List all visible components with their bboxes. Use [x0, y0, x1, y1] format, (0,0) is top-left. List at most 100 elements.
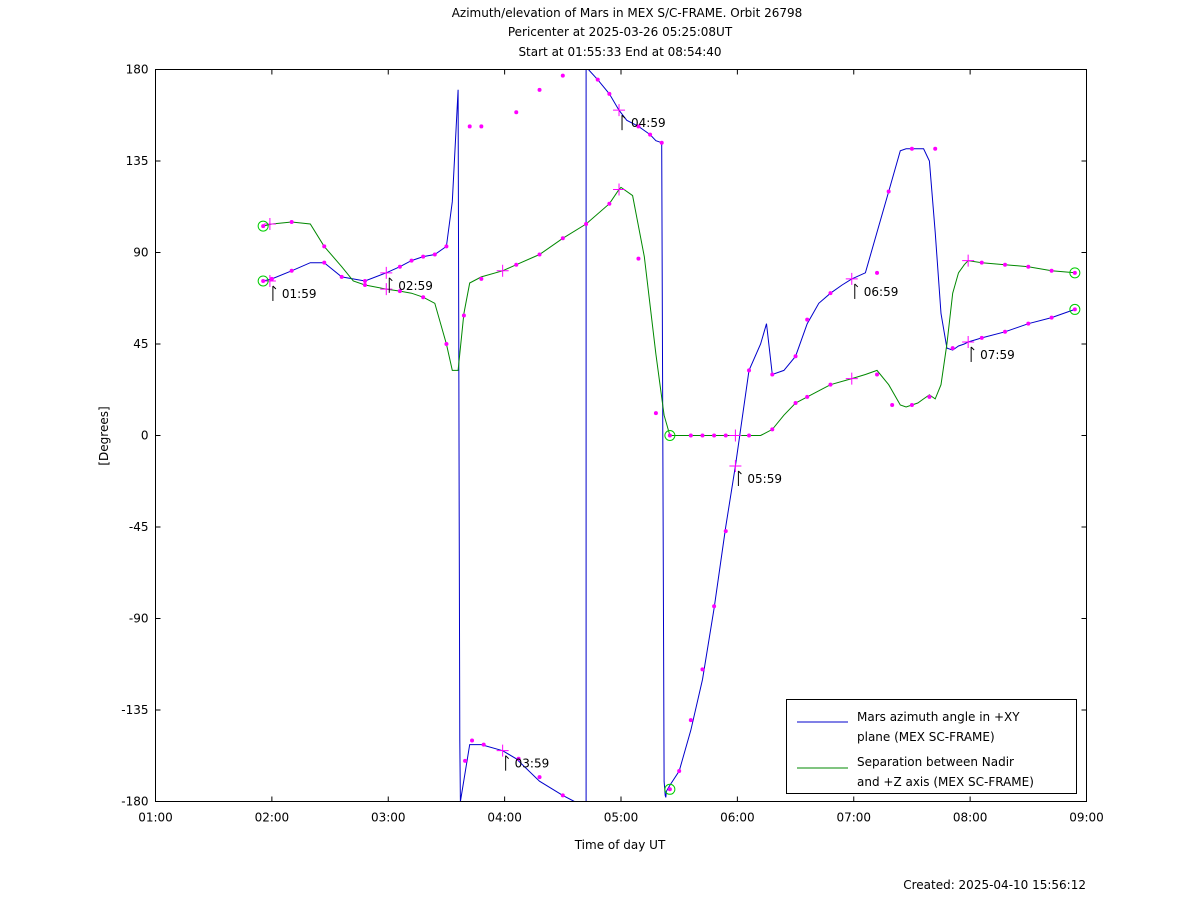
sample-dot — [1049, 315, 1054, 320]
endpoint-dot — [667, 787, 672, 792]
hour-cross-marker — [263, 274, 276, 287]
legend: Mars azimuth angle in +XY plane (MEX SC-… — [786, 699, 1077, 794]
sample-dot — [537, 775, 542, 780]
sample-dot — [432, 252, 437, 257]
annotation-arrowhead — [505, 755, 510, 760]
endpoint-circle-marker — [257, 275, 269, 287]
sample-dot — [648, 132, 653, 137]
endpoint-dot — [1072, 307, 1077, 312]
sample-dot — [560, 793, 565, 798]
y-axis: 180 135 90 45 0 -45 -90 -135 -180 — [121, 63, 1087, 809]
y-tick-label: 135 — [126, 154, 149, 168]
x-axis: 01:00 02:00 03:00 04:00 05:00 06:00 07:00 08:00… — [138, 69, 1104, 825]
series-line-separation — [262, 186, 1075, 436]
plot-frame — [155, 69, 1087, 802]
sample-dot — [770, 372, 775, 377]
sample-dot — [467, 124, 472, 129]
sample-dot — [463, 758, 468, 763]
y-tick-label: 90 — [133, 246, 148, 260]
sample-dot — [479, 276, 484, 281]
sample-dot — [421, 295, 426, 300]
time-annotation: 04:59 — [631, 116, 666, 130]
sample-dot — [1003, 329, 1008, 334]
sample-dot — [322, 260, 327, 265]
sample-dot — [479, 124, 484, 129]
endpoint-dot — [1072, 270, 1077, 275]
sample-dot — [409, 258, 414, 263]
sample-dot — [584, 222, 589, 227]
time-annotation: 01:59 — [282, 287, 317, 301]
sample-dot — [793, 354, 798, 359]
sample-dot — [828, 382, 833, 387]
sample-dot — [688, 433, 693, 438]
hour-cross-marker — [613, 183, 626, 196]
sample-dot — [688, 718, 693, 723]
endpoint-circle-marker — [664, 430, 676, 441]
sample-dot — [747, 368, 752, 373]
sample-dot — [444, 244, 449, 249]
x-tick-label: 07:00 — [836, 811, 871, 825]
legend-label-separation-line-1: Separation between Nadir — [857, 755, 1014, 769]
sample-dot — [607, 91, 612, 96]
y-tick-label: 180 — [126, 63, 149, 77]
sample-dot — [700, 667, 705, 672]
sample-dot — [677, 769, 682, 773]
sample-dot — [421, 254, 426, 259]
endpoint-circle-marker — [1069, 303, 1081, 315]
sample-dot — [653, 411, 658, 416]
legend-label-separation-line-2: and +Z axis (MEX SC-FRAME) — [857, 775, 1034, 789]
x-tick-label: 08:00 — [953, 811, 988, 825]
annotation-arrowhead — [854, 283, 859, 288]
sample-dot — [560, 73, 565, 78]
x-axis-label: Time of day UT — [574, 838, 666, 852]
sample-dot — [1026, 264, 1031, 269]
sample-dot — [828, 291, 833, 296]
endpoint-dot — [261, 278, 266, 283]
sample-dot — [933, 146, 938, 151]
sample-dot — [747, 433, 752, 438]
x-tick-label: 01:00 — [138, 811, 173, 825]
time-annotations: 01:59 02:59 03:59 04:59 05:59 06:59 07:59 — [272, 114, 1015, 771]
endpoint-circle-marker — [257, 220, 269, 232]
sample-dot — [514, 110, 519, 115]
legend-box — [786, 699, 1077, 794]
sample-dot — [537, 252, 542, 257]
hour-cross-marker — [380, 266, 393, 279]
hour-cross-marker — [496, 264, 509, 277]
sample-dot — [712, 433, 717, 438]
x-tick-label: 02:00 — [255, 811, 290, 825]
x-tick-label: 03:00 — [371, 811, 406, 825]
sample-dot — [875, 270, 880, 275]
y-tick-label: -90 — [129, 612, 149, 626]
x-tick-label: 06:00 — [720, 811, 755, 825]
hour-cross-marker — [729, 460, 742, 472]
hour-cross-marker — [380, 283, 393, 296]
hour-cross-marker — [845, 372, 858, 385]
sample-dot — [979, 335, 984, 340]
annotation-arrowhead — [388, 277, 393, 282]
plot-markers — [257, 73, 1081, 798]
y-tick-label: -180 — [121, 795, 148, 809]
sample-dot — [595, 77, 600, 82]
y-tick-label: 0 — [141, 429, 149, 443]
endpoint-circle-marker — [1069, 267, 1081, 279]
sample-dot — [516, 756, 521, 761]
sample-dot — [723, 433, 728, 438]
annotation-arrowhead — [738, 470, 742, 475]
chart-title-line-3: Start at 01:55:33 End at 08:54:40 — [518, 45, 721, 59]
sample-dot — [289, 220, 294, 224]
sample-dot — [397, 264, 402, 269]
time-annotation: 06:59 — [864, 285, 899, 299]
sample-dot — [886, 189, 891, 194]
sample-dot — [890, 403, 895, 407]
created-timestamp: Created: 2025-04-10 15:56:12 — [903, 878, 1086, 892]
time-annotation: 03:59 — [515, 757, 550, 771]
sample-dot — [659, 140, 664, 145]
legend-label-azimuth-line-1: Mars azimuth angle in +XY — [857, 710, 1020, 724]
sample-dot — [397, 289, 402, 294]
time-annotation: 05:59 — [747, 472, 782, 486]
hour-cross-marker — [496, 744, 509, 757]
sample-dot — [1026, 321, 1031, 326]
x-tick-label: 05:00 — [604, 811, 639, 825]
